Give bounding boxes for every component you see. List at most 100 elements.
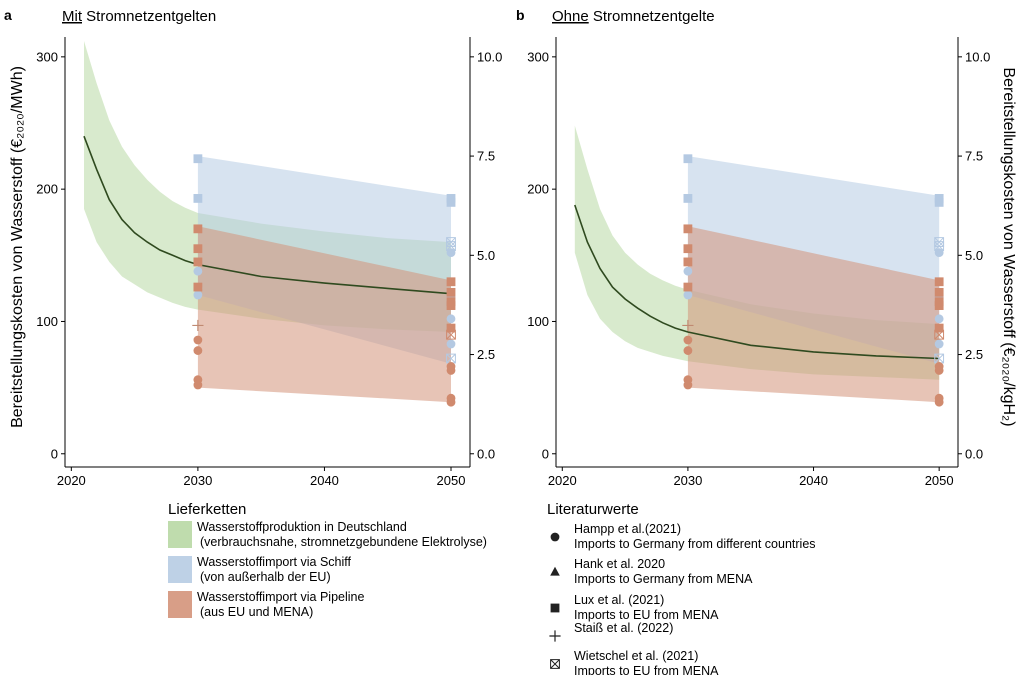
panel-a-ytick-label-0: 0 [51, 446, 58, 461]
panel-b-point-6 [683, 244, 693, 254]
panel-a-point-30 [446, 366, 456, 375]
panel-a-y2tick-label-4: 10.0 [477, 49, 502, 64]
panel-b-y2tick-label-4: 10.0 [965, 49, 990, 64]
panel-b-y2tick-label-3: 7.5 [965, 149, 983, 164]
panel-b-point-26 [934, 301, 944, 310]
panel-a-point-4 [193, 290, 203, 300]
panel-a-title-rest: Stromnetzentgelten [82, 8, 216, 25]
panel-b-point-8 [683, 282, 693, 292]
legend-lit-label-3: Staiß et al. (2022) [574, 621, 673, 635]
panel-a-title: Mit Stromnetzentgelten [62, 8, 216, 25]
panel-a-point-7 [193, 257, 203, 267]
panel-a-point-2 [193, 266, 203, 276]
panel-b-y2tick-label-1: 2.5 [965, 347, 983, 362]
panel-a-point-13 [193, 380, 203, 390]
panel-a-point-6 [193, 244, 203, 254]
panel-b-xtick-label-0: 2020 [548, 473, 577, 488]
panel-a-plot: 0 100 200 300 0.0 2.5 5.0 7.5 10.0 2020 2030 2040 20… [36, 37, 502, 488]
panel-b-point-11 [683, 346, 693, 355]
legend-supply-swatch-2 [168, 591, 192, 618]
legend-lit-symbol-3 [549, 630, 561, 642]
panel-b-ytick-label-1: 100 [527, 314, 549, 329]
legend-supply-sublabel-2: (aus EU und MENA) [200, 605, 313, 619]
panel-a-point-26 [446, 301, 456, 310]
panel-b-title-underlined: Ohne [552, 8, 589, 25]
panel-b-title-rest: Stromnetzentgelte [589, 8, 715, 25]
panel-b-point-24 [934, 287, 944, 297]
panel-b-point-21 [934, 339, 944, 349]
panel-b-point-9 [682, 319, 694, 332]
legend-supply: Wasserstoffproduktion in Deutschland(ver… [168, 520, 487, 619]
panel-a-band-2 [197, 226, 451, 403]
panel-b-point-2 [683, 266, 693, 276]
legend-lit-sublabel-4: Imports to EU from MENA [574, 664, 719, 675]
panel-b-xtick-label-1: 2030 [673, 473, 702, 488]
panel-b-point-28 [934, 329, 945, 340]
legend-supply-sublabel-0: (verbrauchsnahe, stromnetzgebundene Elek… [200, 535, 487, 549]
legend-lit-symbol-2 [550, 603, 560, 613]
panel-b-point-10 [683, 335, 693, 345]
panel-b-band-0 [574, 125, 940, 380]
legend-lit-sublabel-1: Imports to Germany from MENA [574, 572, 753, 586]
panel-a-point-21 [446, 339, 456, 349]
legend-lit-symbol-1 [550, 566, 560, 576]
panel-a-left-ylabel: Bereitstellungskosten von Wasserstoff (€… [9, 66, 26, 428]
panel-b-xtick-label-2: 2040 [799, 473, 828, 488]
panel-b-point-4 [683, 290, 693, 300]
panel-a-letter: a [4, 7, 12, 23]
panel-a-xtick-label-2: 2040 [310, 473, 339, 488]
panel-b-point-20 [934, 314, 944, 324]
panel-b-point-7 [683, 257, 693, 267]
panel-b-point-22 [934, 353, 945, 364]
legend-lit-sublabel-2: Imports to EU from MENA [574, 608, 719, 622]
legend-supply-label-1: Wasserstoffimport via Schiff [197, 555, 352, 569]
panel-b-ytick-label-3: 300 [527, 49, 549, 64]
panel-b-point-23 [934, 277, 944, 287]
panel-b-letter: b [516, 7, 525, 23]
panel-a-y2tick-label-2: 5.0 [477, 248, 495, 263]
panel-a-point-0 [193, 154, 203, 164]
legend-lit-title: Literaturwerte [547, 501, 639, 518]
panel-a-ytick-label-3: 300 [36, 49, 58, 64]
panel-b-plot: 0 100 200 300 0.0 2.5 5.0 7.5 10.0 2020 2030 2040 20… [527, 37, 990, 488]
panel-a-title-underlined: Mit [62, 8, 83, 25]
panel-b-y2tick-label-2: 5.0 [965, 248, 983, 263]
panel-b-title: Ohne Stromnetzentgelte [552, 8, 715, 25]
panel-b-ytick-label-2: 200 [527, 182, 549, 197]
panel-b-point-27 [934, 323, 944, 333]
legend-supply-swatch-0 [168, 521, 192, 548]
panel-b-point-32 [934, 397, 944, 407]
panel-a-y2tick-label-1: 2.5 [477, 347, 495, 362]
panel-b-point-1 [683, 194, 693, 203]
panel-a-point-32 [446, 397, 456, 407]
panel-b-y2tick-label-0: 0.0 [965, 446, 983, 461]
panel-a-point-23 [446, 277, 456, 287]
panel-a-median-line [83, 135, 452, 295]
panel-a-point-22 [446, 353, 456, 364]
panel-a-xtick-label-0: 2020 [57, 473, 86, 488]
panel-a-point-11 [193, 346, 203, 355]
panel-b-band-2 [687, 226, 940, 403]
panel-a-ytick-label-1: 100 [36, 314, 58, 329]
legend-lit-label-4: Wietschel et al. (2021) [574, 649, 698, 663]
legend-supply-swatch-1 [168, 556, 192, 583]
panel-a-xtick-label-3: 2050 [437, 473, 466, 488]
panel-b-right-ylabel: Bereitstellungskosten von Wasserstoff (€… [1000, 67, 1017, 426]
panel-a-point-18 [446, 248, 456, 258]
legend-lit-label-2: Lux et al. (2021) [574, 593, 664, 607]
panel-a-ytick-label-2: 200 [36, 182, 58, 197]
legend-lit-label-1: Hank et al. 2020 [574, 557, 665, 571]
panel-a-point-8 [193, 282, 203, 292]
panel-a-y2tick-label-3: 7.5 [477, 149, 495, 164]
legend-lit-label-0: Hampp et al.(2021) [574, 522, 681, 536]
panel-b-point-18 [934, 248, 944, 258]
panel-a-xtick-label-1: 2030 [183, 473, 212, 488]
legend-supply-sublabel-1: (von außerhalb der EU) [200, 570, 331, 584]
panel-a-point-27 [446, 323, 456, 333]
panel-a-point-9 [192, 319, 204, 332]
legend-lit-sublabel-0: Imports to Germany from different countr… [574, 537, 816, 551]
panel-b-point-0 [683, 154, 693, 164]
legend-lit: Hampp et al.(2021)Imports to Germany fro… [549, 522, 816, 675]
panel-b-point-30 [934, 366, 944, 375]
